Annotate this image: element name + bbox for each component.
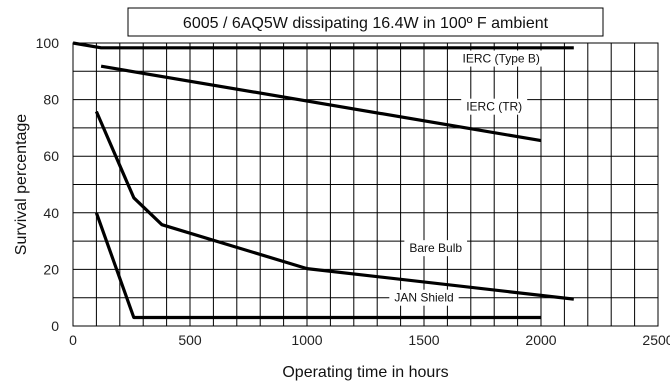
x-tick-label: 2000 (525, 332, 556, 348)
title-border (127, 7, 604, 37)
y-tick-label: 100 (36, 35, 60, 51)
series-label-background (461, 98, 528, 115)
y-tick-label: 20 (43, 261, 59, 277)
y-tick-label: 80 (43, 92, 59, 108)
grid (73, 43, 658, 326)
chart-title: 6005 / 6AQ5W dissipating 16.4W in 100º F… (183, 15, 549, 32)
tick-labels: 0 500 1000 1500 2000 2500 0 20 40 60 80 100 (36, 35, 670, 348)
series-line-jan-shield (94, 212, 541, 320)
y-tick-label: 40 (43, 205, 59, 221)
series-line-bare-bulb (94, 110, 574, 301)
series-label-ierc-type-b: IERC (Type B) (463, 52, 540, 66)
series-labels: IERC (Type B) IERC (TR) Bare Bulb JAN Shiel… (389, 50, 545, 306)
y-axis-label: Survival percentage (13, 114, 30, 256)
series-lines (72, 41, 574, 320)
series-line-ierc-tr (100, 64, 542, 143)
y-tick-label: 0 (51, 318, 59, 334)
x-tick-label: 0 (69, 332, 77, 348)
series-label-jan-shield: JAN Shield (394, 291, 453, 305)
series-label-background (404, 240, 468, 257)
plot-frame (72, 42, 659, 327)
title-box: 6005 / 6AQ5W dissipating 16.4W in 100º F… (127, 7, 604, 37)
x-tick-label: 2500 (642, 332, 670, 348)
series-label-background (457, 50, 545, 67)
x-tick-label: 500 (178, 332, 202, 348)
series-line-ierc-type-b (72, 41, 574, 50)
series-label-bare-bulb: Bare Bulb (409, 241, 462, 255)
x-axis-label: Operating time in hours (282, 364, 448, 381)
y-tick-label: 60 (43, 148, 59, 164)
series-label-background (389, 289, 459, 306)
x-tick-label: 1500 (408, 332, 439, 348)
series-label-ierc-tr: IERC (TR) (466, 100, 522, 114)
x-tick-label: 1000 (291, 332, 322, 348)
